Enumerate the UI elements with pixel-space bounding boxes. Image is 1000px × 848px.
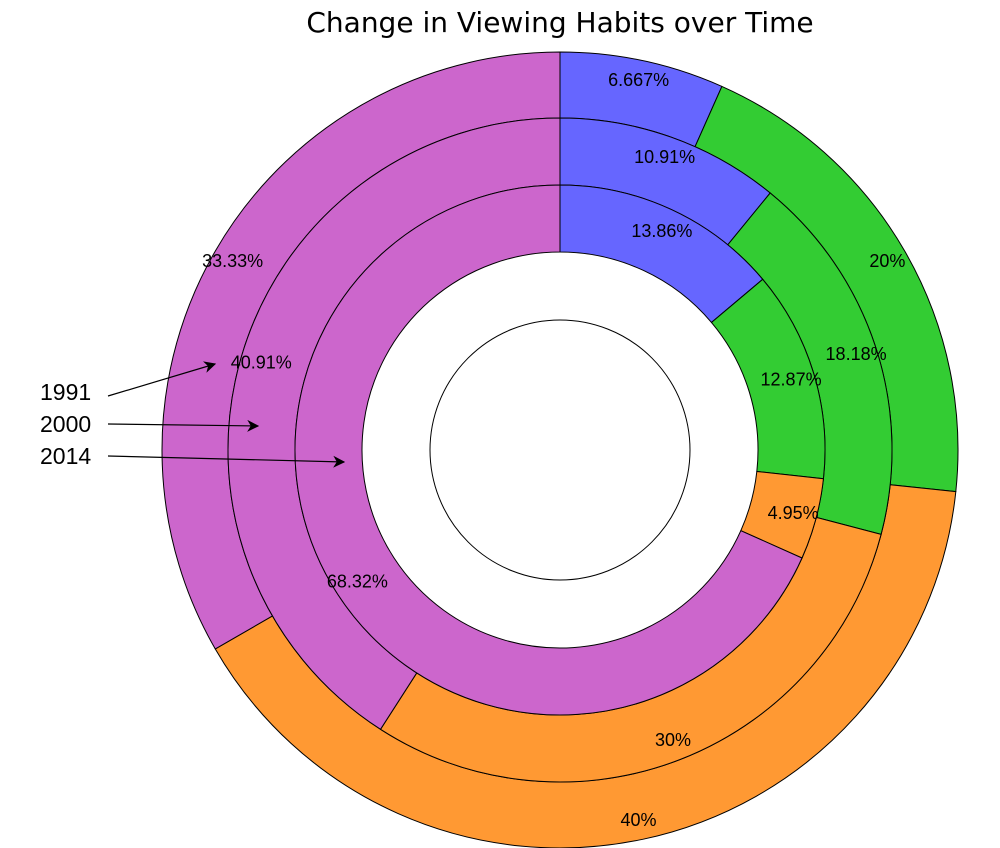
- slice-label-2000-1: 18.18%: [826, 344, 887, 364]
- ring-label-2000: 2000: [40, 411, 91, 437]
- slice-label-1991-1: 20%: [869, 251, 905, 271]
- donut-hole: [429, 319, 691, 581]
- ring-label-2014: 2014: [40, 443, 91, 469]
- slice-label-2014-0: 13.86%: [631, 221, 692, 241]
- chart-title: Change in Viewing Habits over Time: [306, 6, 813, 39]
- ring-legend: 1991 2000 2014: [40, 361, 346, 469]
- ring-arrow-2000: [107, 419, 260, 432]
- slice-label-1991-2: 40%: [621, 810, 657, 830]
- donut-slices: [161, 51, 959, 848]
- slice-label-2014-2: 4.95%: [768, 503, 819, 523]
- slice-label-2000-2: 30%: [655, 730, 691, 750]
- slice-label-1991-3: 33.33%: [202, 251, 263, 271]
- ring-arrow-1991: [107, 361, 217, 397]
- slice-2014-3: [294, 184, 803, 716]
- slice-label-2000-0: 10.91%: [634, 147, 695, 167]
- slice-label-1991-0: 6.667%: [608, 70, 669, 90]
- ring-arrow-2014: [107, 455, 346, 468]
- slice-label-2014-1: 12.87%: [761, 370, 822, 390]
- ring-label-1991: 1991: [40, 379, 91, 405]
- slice-label-2000-3: 40.91%: [231, 352, 292, 372]
- slice-labels: 6.667% 20% 40% 33.33% 10.91% 18.18% 30% 40.91% 1…: [202, 70, 905, 830]
- slice-label-2014-3: 68.32%: [327, 571, 388, 591]
